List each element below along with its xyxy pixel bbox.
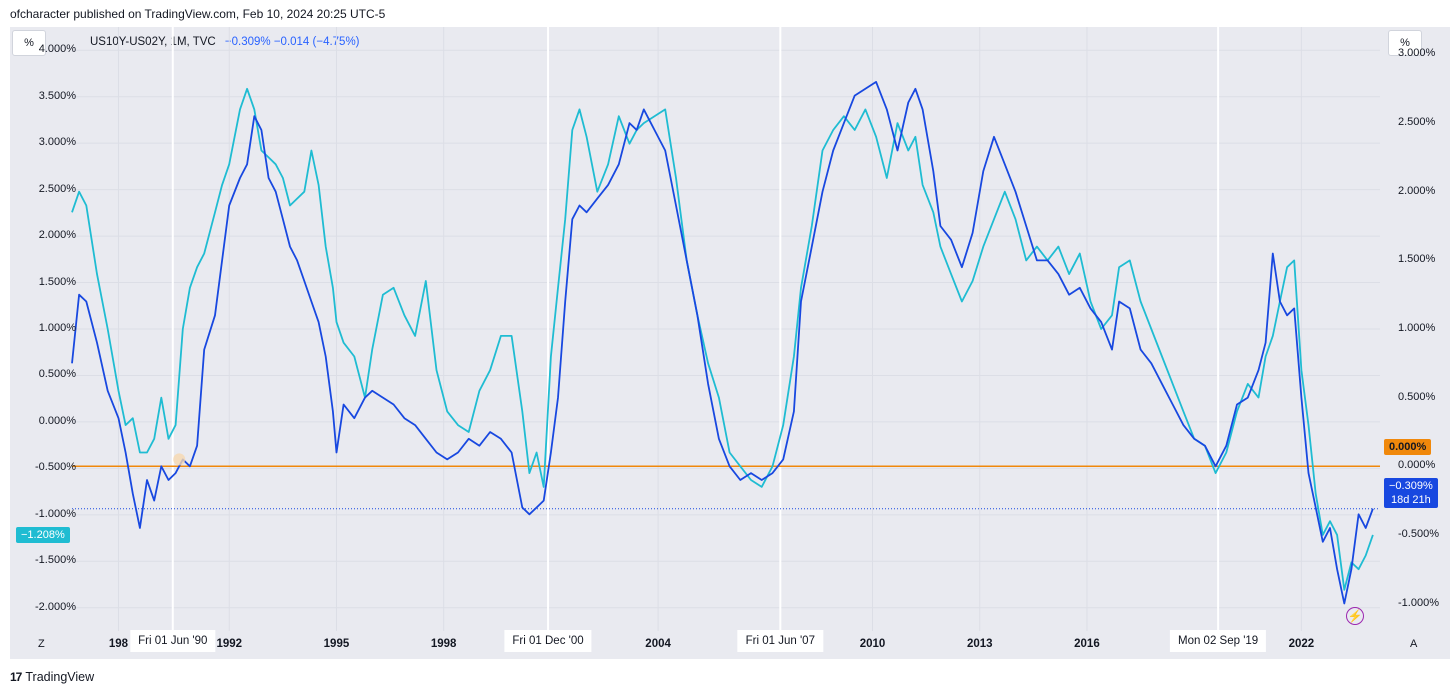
time-axis-tick-label: 1998: [430, 638, 457, 650]
time-axis-tick-label: 1995: [323, 638, 350, 650]
zero-line-badge: 0.000%: [1384, 439, 1432, 455]
footer-brand: TradingView: [25, 670, 95, 684]
legend-symbol: US10Y-US02Y, 1M, TVC: [90, 36, 216, 48]
chart-plot[interactable]: [10, 27, 1450, 659]
left-axis-tick-label: 1.000%: [38, 322, 76, 334]
left-axis-tick-label: 3.000%: [38, 136, 76, 149]
footer: 17 TradingView: [10, 670, 94, 684]
right-axis-tick-label: 3.000%: [1398, 47, 1436, 60]
left-axis-tick-label: -2.000%: [35, 600, 76, 613]
right-axis-tick-label: -0.500%: [1398, 527, 1439, 540]
left-axis-tick-label: 2.500%: [38, 182, 76, 195]
right-axis-tick-label: 0.000%: [1398, 459, 1436, 472]
lightning-icon[interactable]: ⚡: [1346, 607, 1364, 625]
legend-values: −0.309% −0.014 (−4.75%): [224, 36, 360, 48]
zoom-reset-label[interactable]: Z: [38, 638, 45, 650]
time-axis-tick-label: 2004: [645, 638, 671, 650]
crosshair-marker: [173, 453, 186, 466]
right-scale-button[interactable]: %: [1388, 30, 1422, 56]
left-axis-tick-label: -0.500%: [35, 461, 76, 474]
left-axis-tick-label: 3.500%: [38, 89, 76, 102]
countdown-text: 18d 21h: [1390, 494, 1431, 506]
time-axis-tick-label: 198: [108, 638, 129, 650]
chart-frame[interactable]: % % US10Y-US02Y, 1M, TVC −0.309% −0.014 …: [10, 27, 1450, 659]
left-axis-tick-label: -1.500%: [35, 554, 76, 567]
chart-legend[interactable]: US10Y-US02Y, 1M, TVC −0.309% −0.014 (−4.…: [90, 36, 360, 48]
right-axis-tick-label: 0.500%: [1398, 390, 1436, 403]
left-axis-tick-label: 0.500%: [38, 368, 76, 381]
left-axis-tick-label: 0.000%: [38, 414, 76, 427]
auto-scale-label[interactable]: A: [1410, 638, 1418, 650]
left-scale-button[interactable]: %: [12, 30, 46, 56]
left-axis-tick-label: 4.000%: [38, 43, 76, 56]
date-tag: Mon 02 Sep '19: [1169, 630, 1267, 652]
tradingview-logo-icon: 17: [10, 670, 22, 684]
left-axis-tick-label: -1.000%: [35, 507, 76, 520]
date-tag: Fri 01 Dec '00: [504, 630, 592, 652]
right-axis-tick-label: 1.000%: [1398, 322, 1436, 334]
right-axis-tick-label: -1.000%: [1398, 596, 1439, 609]
left-axis-tick-label: 2.000%: [38, 229, 76, 242]
time-axis-tick-label: 1992: [216, 638, 243, 650]
left-axis-tick-label: 1.500%: [38, 275, 76, 288]
time-axis-tick-label: 2022: [1288, 638, 1315, 650]
time-axis-tick-label: 2013: [966, 638, 993, 650]
right-axis-tick-label: 2.500%: [1398, 116, 1436, 129]
right-axis-tick-label: 1.500%: [1398, 253, 1436, 266]
right-axis-tick-label: 2.000%: [1398, 184, 1436, 197]
date-tag: Fri 01 Jun '07: [737, 630, 823, 652]
left-value-badge: −1.208%: [16, 527, 70, 543]
time-axis-tick-label: 2010: [859, 638, 886, 650]
date-tag: Fri 01 Jun '90: [130, 630, 216, 652]
series-line-dark: [71, 81, 1374, 605]
last-value-text: −0.309%: [1389, 480, 1433, 492]
time-axis-tick-label: 2016: [1074, 638, 1100, 650]
series-line-light: [71, 87, 1374, 591]
last-value-badge: −0.309% 18d 21h: [1384, 478, 1438, 508]
header-text: ofcharacter published on TradingView.com…: [10, 7, 386, 21]
